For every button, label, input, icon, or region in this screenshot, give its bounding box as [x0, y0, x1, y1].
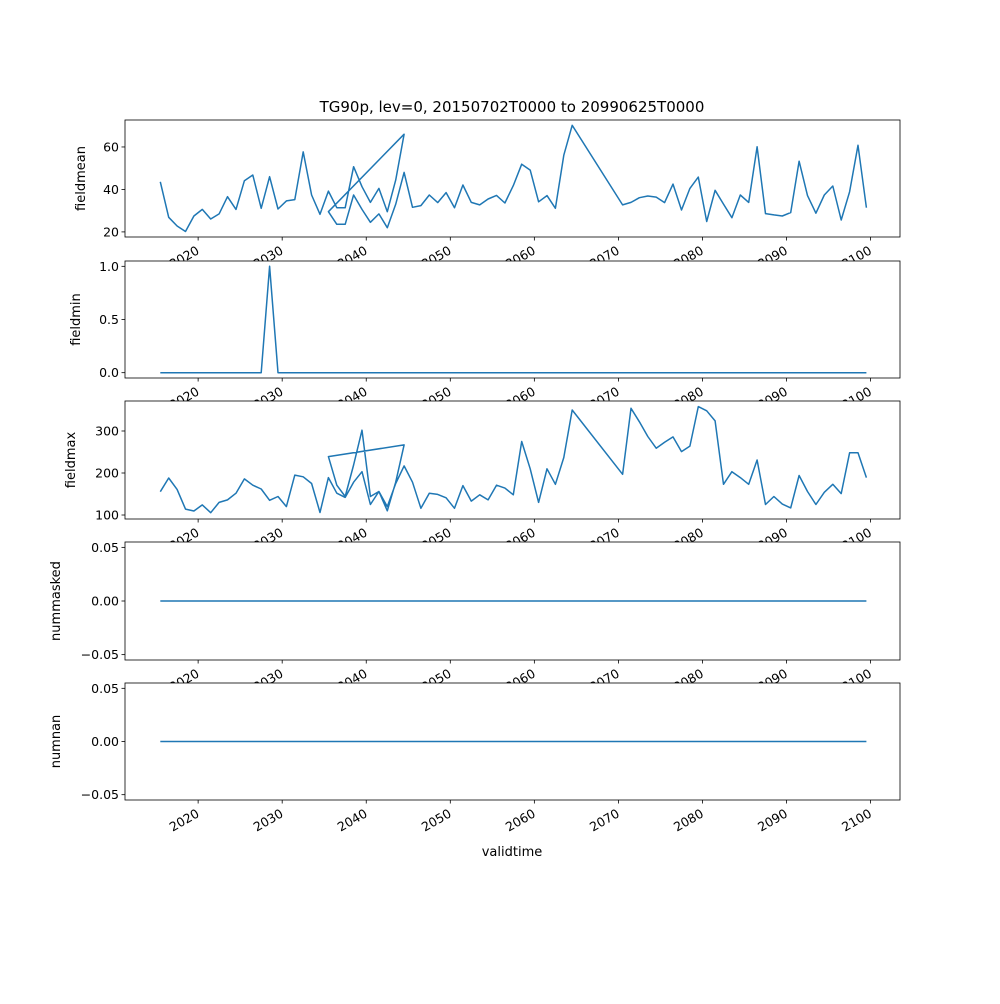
- y-tick-label: 1.0: [99, 259, 119, 274]
- y-tick-label: −0.05: [81, 787, 119, 802]
- y-tick-label: 60: [103, 139, 119, 154]
- y-axis-label: fieldmean: [74, 146, 89, 211]
- axes-background: [125, 261, 900, 378]
- x-tick-label: 2080: [671, 806, 706, 835]
- y-tick-label: −0.05: [81, 647, 119, 662]
- axes-frame: [124, 119, 901, 238]
- y-tick-label: 40: [103, 182, 119, 197]
- axes-background: [125, 401, 900, 519]
- axes-frame: [124, 400, 901, 520]
- y-tick-label: 100: [95, 508, 119, 523]
- x-tick-label: 2050: [419, 806, 454, 835]
- y-tick-label: 200: [95, 466, 119, 481]
- x-tick-label: 2030: [251, 806, 286, 835]
- x-tick-label: 2090: [755, 806, 790, 835]
- y-axis-label: nummasked: [49, 561, 64, 641]
- y-axis-label: fieldmin: [69, 293, 84, 346]
- y-tick-label: 0.5: [99, 312, 119, 327]
- series-line-fieldmax: [159, 405, 868, 514]
- y-tick-label: 0.05: [91, 681, 119, 696]
- y-tick-label: 20: [103, 224, 119, 239]
- y-axis-label: numnan: [49, 715, 64, 769]
- series-line-fieldmean: [159, 124, 868, 233]
- y-tick-label: 0.00: [91, 594, 119, 609]
- axes-background: [125, 120, 900, 237]
- y-tick-label: 0.00: [91, 734, 119, 749]
- x-tick-label: 2100: [839, 806, 874, 835]
- x-axis-label: validtime: [482, 845, 543, 860]
- x-tick-label: 2070: [587, 806, 622, 835]
- y-tick-label: 0.0: [99, 365, 119, 380]
- series-line-fieldmin: [160, 265, 867, 374]
- chart-title: TG90p, lev=0, 20150702T0000 to 20990625T…: [319, 98, 705, 116]
- x-tick-label: 2060: [503, 806, 538, 835]
- panel-numnan: −0.05 0.00 0.05 numnan 2020 2030 2040 2050 2060 2…: [49, 681, 901, 835]
- y-tick-label: 300: [95, 423, 119, 438]
- y-tick-label: 0.05: [91, 540, 119, 555]
- x-tick-label: 2040: [335, 806, 370, 835]
- x-tick-label: 2020: [167, 806, 202, 835]
- y-axis-label: fieldmax: [64, 432, 79, 489]
